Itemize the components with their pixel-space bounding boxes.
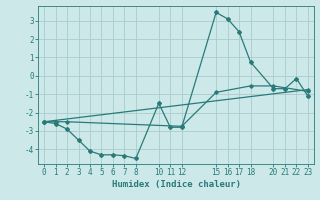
X-axis label: Humidex (Indice chaleur): Humidex (Indice chaleur) <box>111 180 241 189</box>
